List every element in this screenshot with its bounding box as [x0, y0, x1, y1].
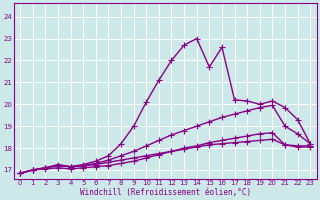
X-axis label: Windchill (Refroidissement éolien,°C): Windchill (Refroidissement éolien,°C) [80, 188, 251, 197]
